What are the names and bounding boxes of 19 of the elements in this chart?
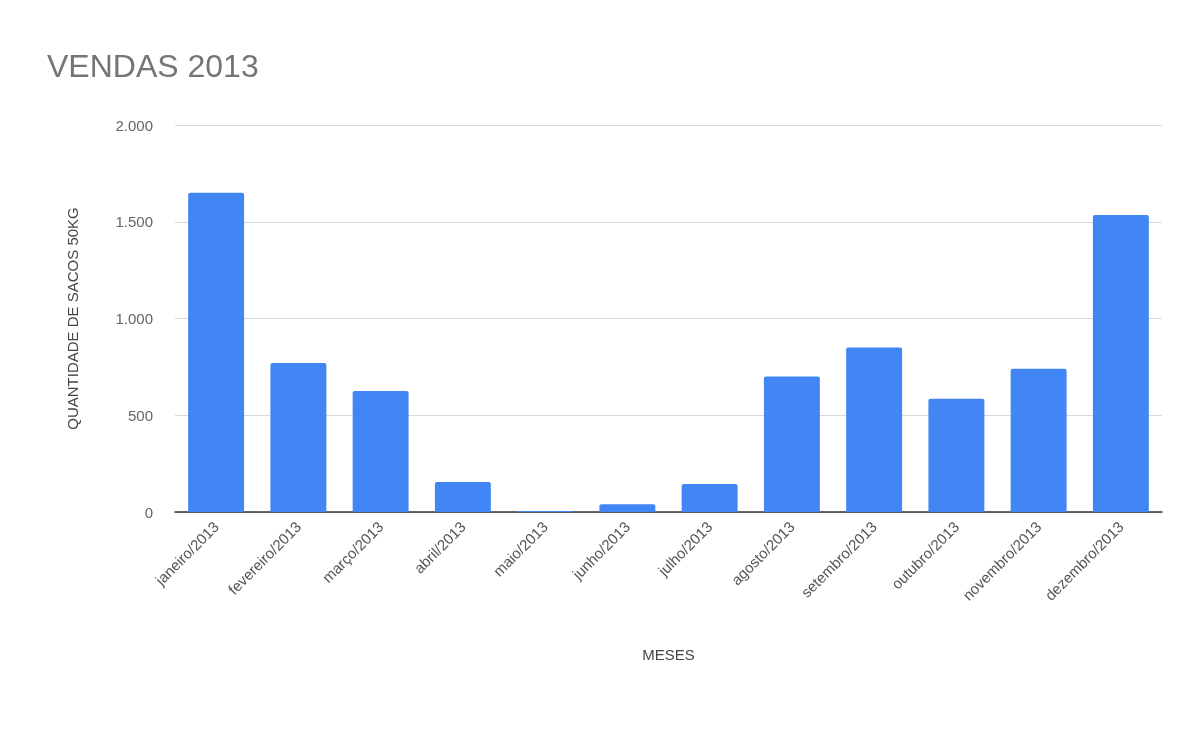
bar (1092, 214, 1149, 512)
x-axis-title: MESES (642, 646, 695, 663)
bar (846, 347, 903, 512)
y-tick-label: 2.000 (115, 116, 153, 134)
y-axis-title: QUANTIDADE DE SACOS 50KG (64, 207, 81, 430)
y-tick-label: 1.000 (115, 310, 153, 327)
bar (599, 504, 656, 512)
bar (352, 391, 409, 512)
bar (188, 192, 245, 512)
bar (270, 363, 327, 512)
bar (681, 483, 738, 512)
bar (1010, 368, 1067, 512)
chart-title: VENDAS 2013 (47, 48, 259, 84)
bar (928, 398, 985, 512)
y-tick-label: 500 (127, 406, 153, 424)
bar (763, 376, 820, 512)
y-tick-label: 1.500 (115, 213, 153, 231)
bar (434, 482, 491, 512)
y-tick-label: 0 (144, 503, 153, 521)
